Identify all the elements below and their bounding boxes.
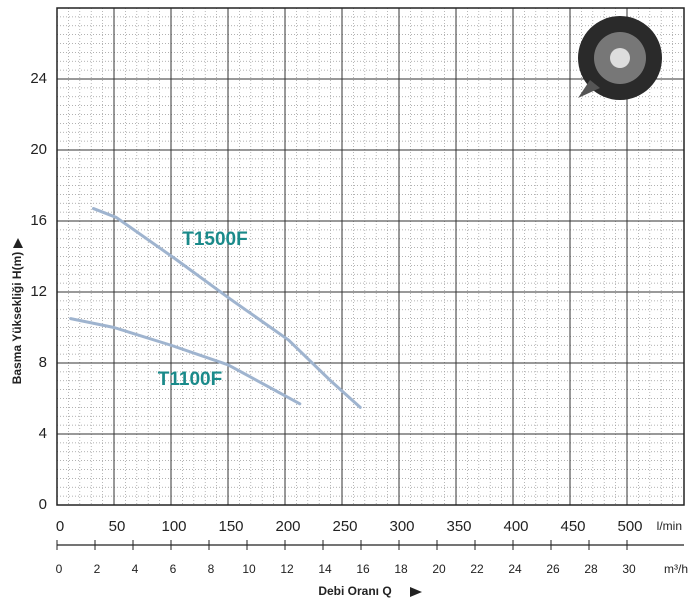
x2-tick-label: 14 (318, 562, 332, 576)
x-tick-label: 400 (503, 518, 528, 535)
x2-tick-label: 8 (208, 562, 215, 576)
x-tick-label: 50 (109, 518, 126, 535)
y-axis-arrow (13, 238, 23, 248)
x2-tick-label: 28 (584, 562, 598, 576)
x2-tick-label: 4 (132, 562, 139, 576)
x2-tick-label: 0 (56, 562, 63, 576)
y-tick-label: 20 (30, 141, 47, 158)
x2-tick-label: 6 (170, 562, 177, 576)
x2-unit: m³/h (664, 562, 688, 576)
x-unit: l/min (657, 519, 682, 533)
x-tick-label: 300 (389, 518, 414, 535)
series-label: T1500F (182, 229, 247, 250)
x2-tick-label: 16 (356, 562, 370, 576)
x-tick-label: 0 (56, 518, 64, 535)
x2-tick-label: 12 (280, 562, 294, 576)
x-tick-label: 150 (218, 518, 243, 535)
x2-tick-label: 22 (470, 562, 484, 576)
x-tick-label: 100 (161, 518, 186, 535)
y-tick-label: 16 (30, 212, 47, 229)
plot-frame (56, 7, 685, 506)
x-axis-title: Debi Oranı Q (318, 584, 391, 598)
y-tick-label: 24 (30, 70, 47, 87)
y-tick-label: 0 (39, 496, 47, 513)
x2-tick-label: 24 (508, 562, 522, 576)
y-tick-label: 8 (39, 354, 47, 371)
x2-tick-label: 10 (242, 562, 256, 576)
x2-tick-label: 18 (394, 562, 408, 576)
x-tick-label: 500 (617, 518, 642, 535)
y-tick-label: 12 (30, 283, 47, 300)
x2-tick-label: 30 (622, 562, 636, 576)
series-line (69, 317, 302, 406)
x-tick-label: 450 (560, 518, 585, 535)
x2-tick-label: 2 (94, 562, 101, 576)
y-axis-title: Basma Yüksekliği H(m) (10, 252, 24, 385)
x2-tick-label: 26 (546, 562, 560, 576)
series-label: T1100F (158, 369, 222, 390)
x2-tick-label: 20 (432, 562, 446, 576)
x-tick-label: 200 (275, 518, 300, 535)
x-tick-label: 350 (446, 518, 471, 535)
series-line (91, 207, 362, 409)
x-tick-label: 250 (332, 518, 357, 535)
x-axis-arrow (410, 587, 422, 597)
y-tick-label: 4 (39, 425, 47, 442)
pump-image (578, 16, 662, 100)
